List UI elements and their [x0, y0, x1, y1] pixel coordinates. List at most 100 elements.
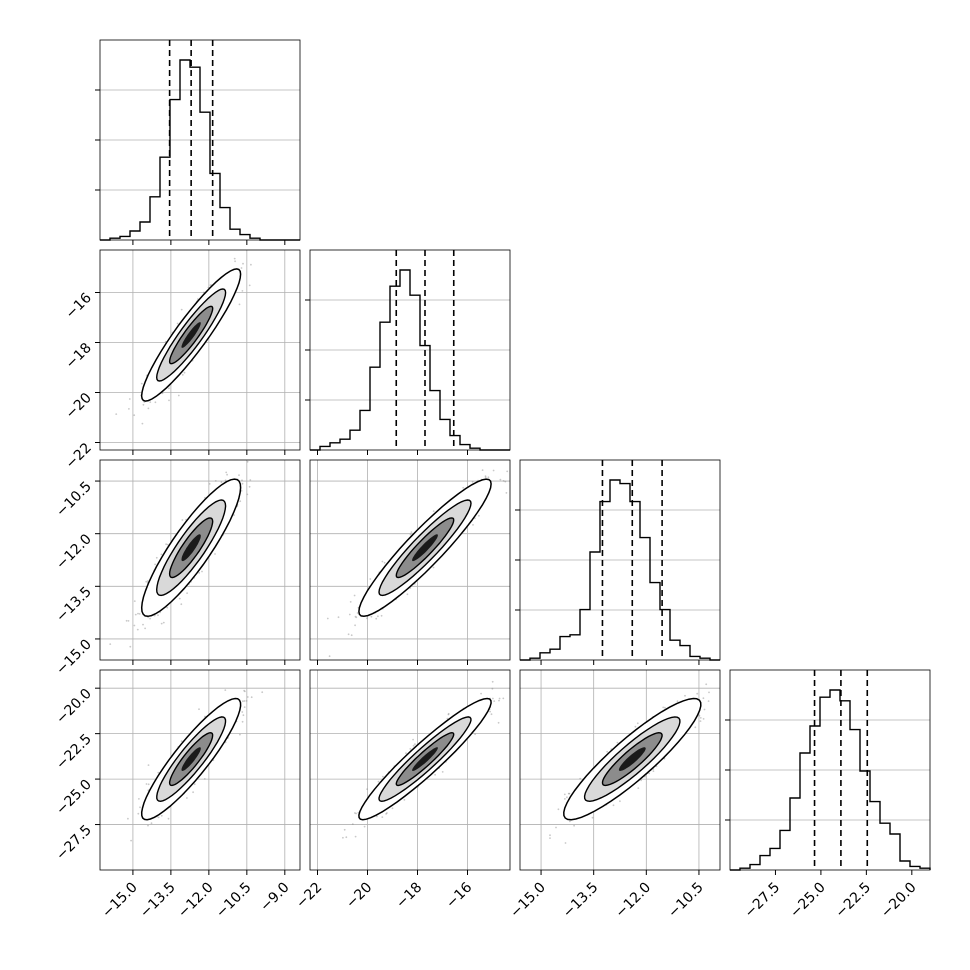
scatter-point	[133, 600, 136, 602]
scatter-point	[133, 624, 136, 627]
scatter-point	[180, 308, 183, 311]
scatter-point	[350, 634, 353, 637]
scatter-point	[354, 615, 357, 618]
scatter-point	[370, 615, 373, 618]
contour-core	[412, 747, 438, 771]
scatter-point	[181, 374, 184, 376]
scatter-point	[149, 401, 152, 403]
scatter-point	[198, 708, 200, 711]
scatter-point	[157, 614, 159, 617]
x-tick-label: −20.0	[878, 880, 920, 922]
scatter-point	[471, 480, 474, 483]
scatter-point	[145, 783, 148, 785]
scatter-point	[145, 580, 148, 583]
scatter-point	[481, 469, 484, 471]
scatter-point	[139, 806, 141, 809]
scatter-point	[369, 578, 372, 580]
scatter-point	[180, 603, 183, 606]
y-tick-label: −25.0	[53, 777, 95, 819]
scatter-point	[224, 689, 227, 691]
panel-frame	[519, 669, 721, 871]
scatter-point	[403, 799, 406, 801]
scatter-point	[239, 500, 242, 503]
scatter-point	[492, 469, 495, 472]
y-tick-label: −20	[63, 390, 95, 422]
scatter-point	[186, 797, 188, 799]
y-tick-label: −16	[63, 290, 95, 322]
contour-core	[181, 747, 201, 771]
y-tick-label: −20.0	[53, 686, 95, 728]
x-tick-label: −15.0	[99, 880, 141, 922]
y-tick-label: −15.0	[53, 636, 95, 678]
scatter-point	[241, 711, 244, 713]
scatter-point	[446, 717, 449, 720]
scatter-point	[702, 718, 705, 720]
scatter-point	[354, 835, 357, 838]
scatter-point	[348, 613, 351, 616]
scatter-point	[193, 783, 196, 786]
scatter-point	[250, 263, 252, 266]
scatter-point	[406, 593, 409, 596]
scatter-point	[490, 713, 493, 716]
scatter-point	[168, 399, 170, 402]
panel-frame	[99, 459, 301, 661]
scatter-point	[412, 744, 415, 747]
scatter-point	[128, 398, 131, 400]
scatter-point	[160, 553, 163, 556]
scatter-point	[244, 690, 246, 693]
scatter-point	[491, 687, 494, 690]
scatter-point	[178, 597, 181, 600]
scatter-point	[557, 808, 560, 811]
scatter-point	[168, 387, 170, 390]
contour-core	[618, 747, 646, 771]
scatter-point	[242, 262, 244, 265]
scatter-point	[146, 580, 149, 582]
scatter-point	[349, 601, 352, 603]
scatter-point	[648, 772, 651, 775]
scatter-point	[176, 322, 179, 325]
scatter-point	[707, 700, 710, 702]
scatter-point	[161, 392, 164, 395]
scatter-point	[564, 798, 566, 800]
scatter-point	[238, 303, 241, 306]
scatter-point	[138, 798, 140, 800]
panel-frame	[309, 459, 511, 661]
scatter-point	[662, 706, 665, 709]
scatter-point	[154, 401, 157, 404]
y-tick-label: −22.5	[53, 731, 95, 773]
scatter-point	[380, 614, 383, 617]
scatter-point	[243, 700, 246, 702]
scatter-point	[204, 715, 206, 718]
scatter-point	[154, 563, 157, 566]
scatter-point	[347, 633, 350, 636]
panel-2-0: −10.5 −12.0 −13.5 −15.0	[53, 459, 301, 678]
scatter-point	[246, 460, 249, 463]
y-tick-label: −12.0	[53, 531, 95, 573]
scatter-point	[203, 778, 206, 780]
scatter-point	[414, 743, 416, 746]
scatter-point	[591, 816, 594, 819]
scatter-point	[708, 691, 710, 694]
scatter-point	[242, 700, 244, 703]
x-tick-label: −22.5	[833, 880, 875, 922]
scatter-point	[363, 825, 366, 828]
panel-frame	[99, 669, 301, 871]
scatter-point	[432, 510, 435, 512]
scatter-point	[353, 594, 356, 597]
scatter-point	[240, 267, 243, 269]
scatter-point	[375, 617, 378, 620]
scatter-point	[127, 620, 130, 622]
scatter-point	[377, 615, 379, 618]
scatter-point	[129, 645, 132, 648]
scatter-point	[160, 622, 163, 625]
x-tick-label: −10.5	[665, 880, 707, 922]
scatter-point	[243, 689, 246, 692]
scatter-point	[619, 800, 621, 803]
scatter-point	[377, 780, 380, 783]
scatter-point	[125, 619, 128, 622]
scatter-point	[366, 617, 368, 620]
contour-core	[181, 322, 201, 348]
scatter-point	[505, 492, 508, 494]
scatter-point	[246, 696, 249, 698]
